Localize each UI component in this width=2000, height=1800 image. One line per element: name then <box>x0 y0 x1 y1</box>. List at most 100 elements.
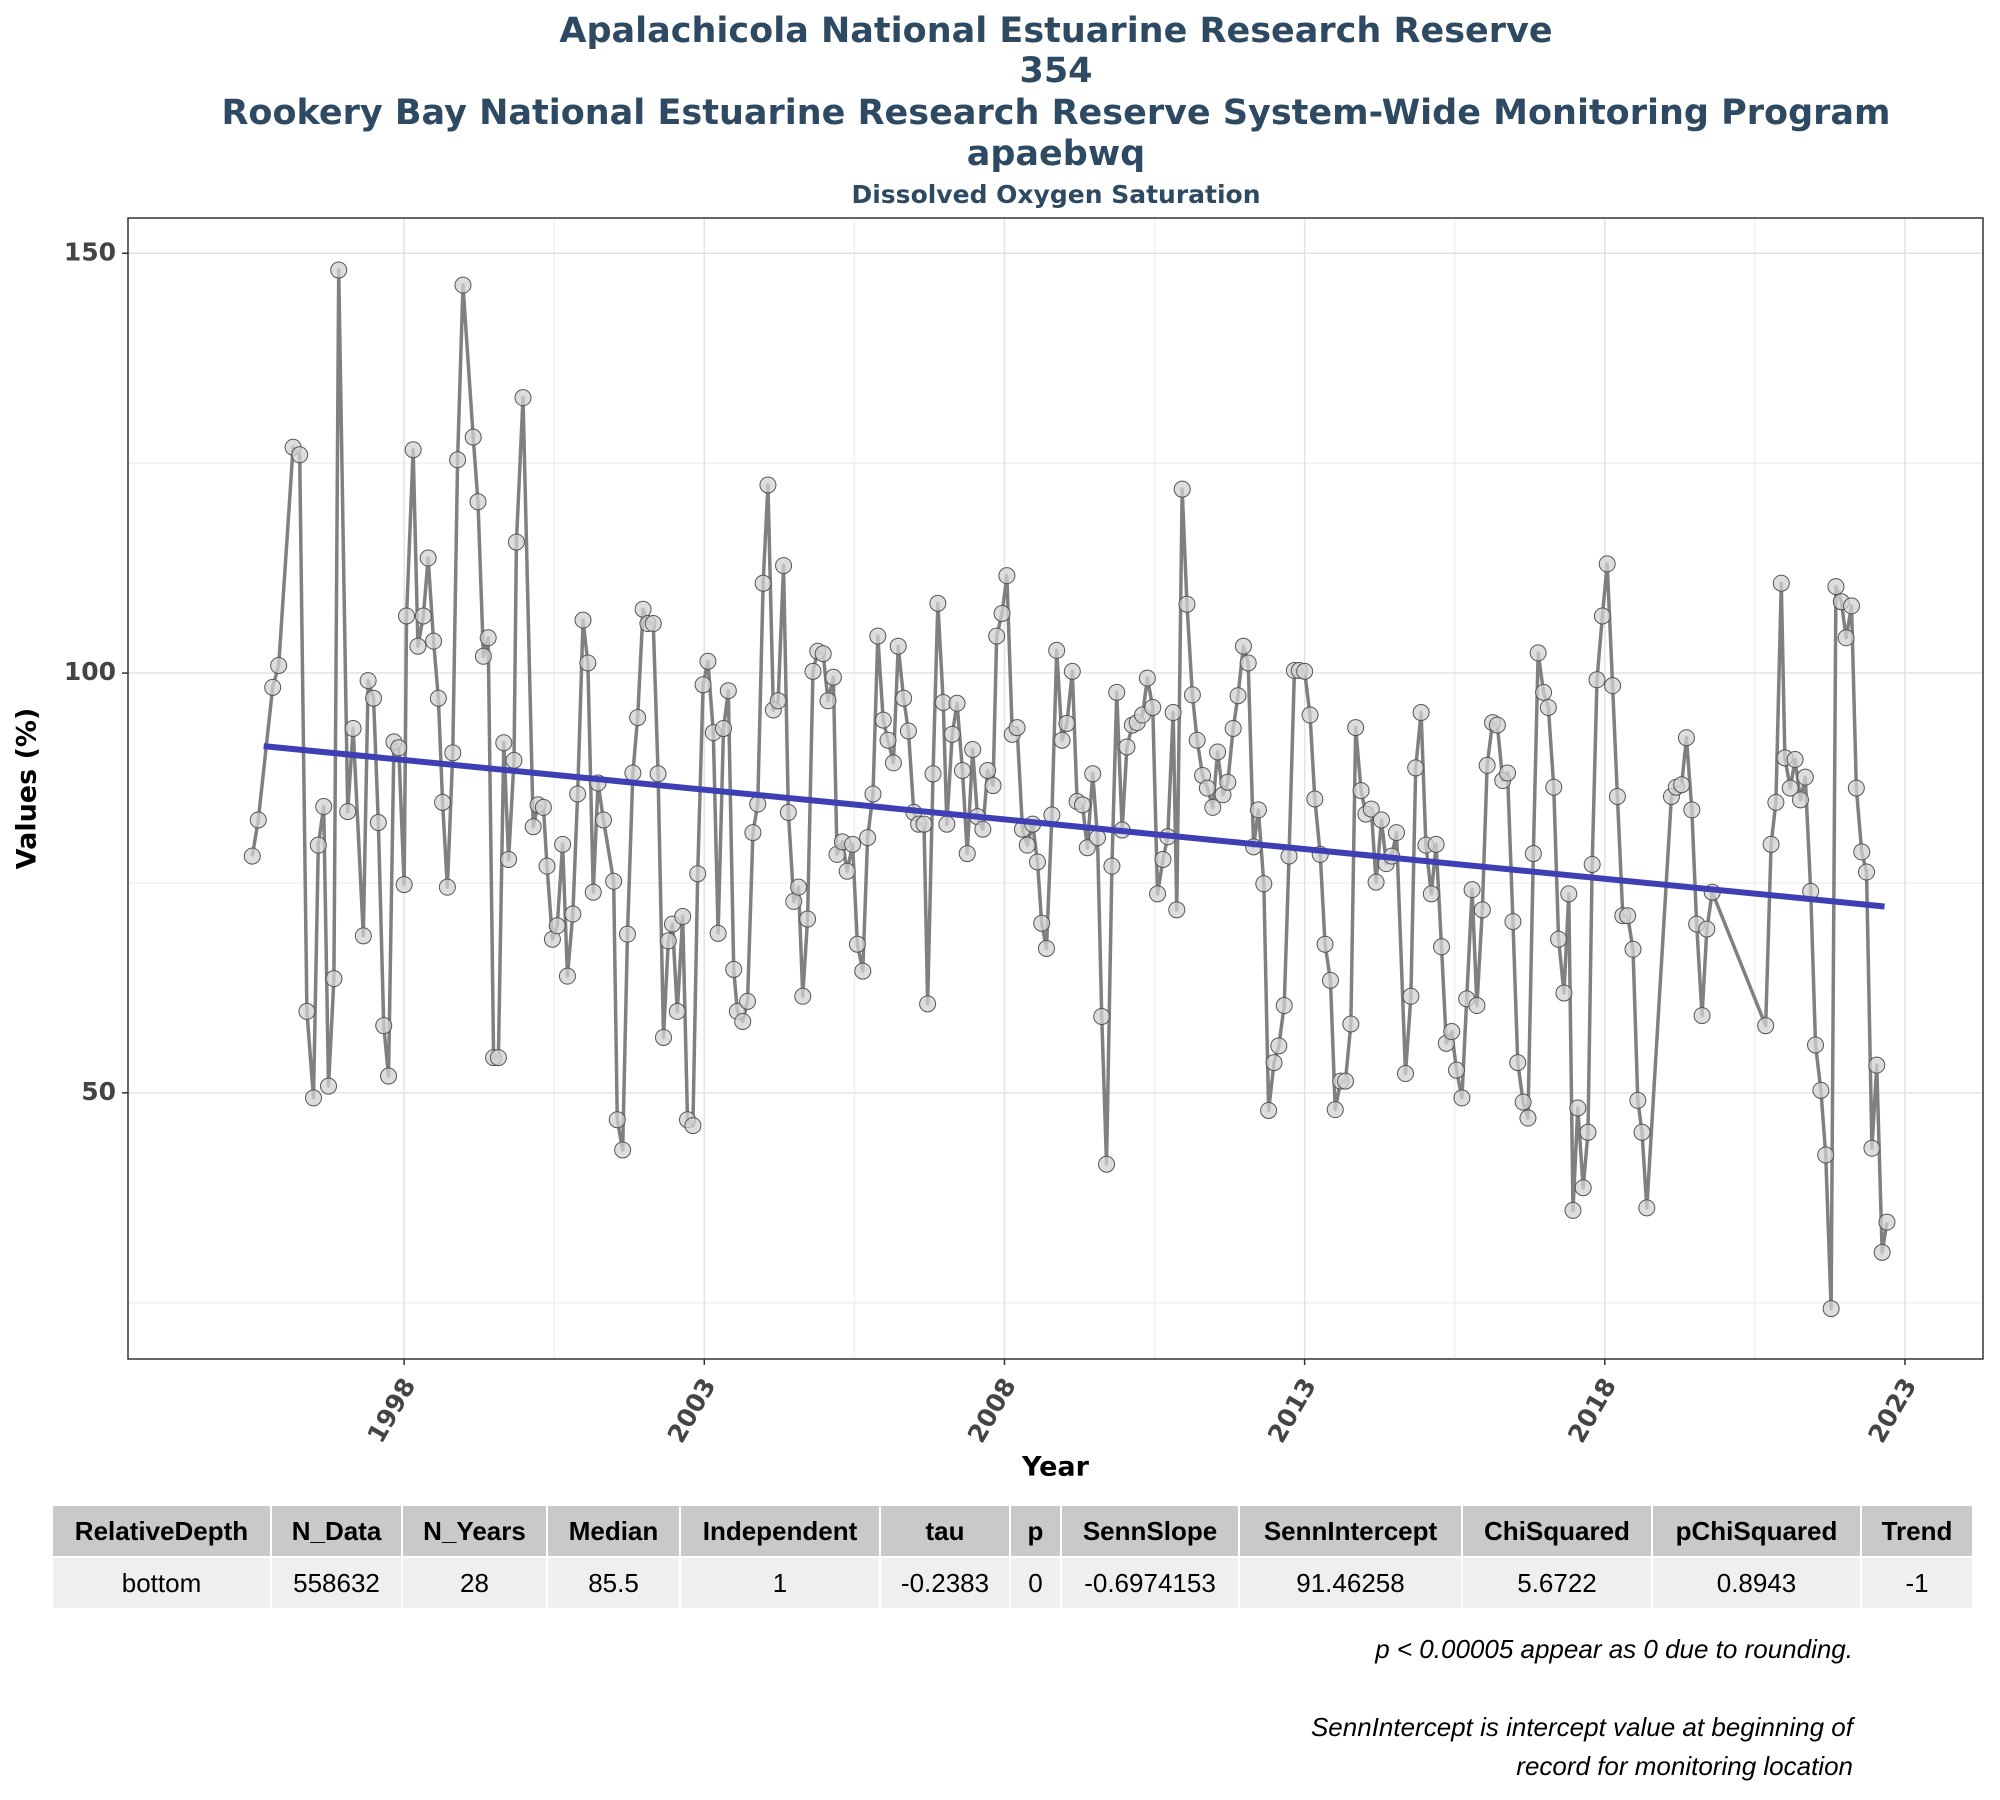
data-point <box>785 892 803 910</box>
column-header: N_Years <box>401 1504 548 1558</box>
data-point <box>1326 1101 1344 1119</box>
data-point <box>859 829 877 847</box>
chart-subtitle: Dissolved Oxygen Saturation <box>851 180 1260 209</box>
data-point <box>924 765 942 783</box>
data-point <box>1873 1243 1891 1261</box>
data-point <box>1103 857 1121 875</box>
data-point <box>848 935 866 953</box>
trend-line <box>263 743 1885 910</box>
data-point <box>715 719 733 737</box>
data-point <box>1564 1201 1582 1219</box>
data-point <box>1352 782 1370 800</box>
table-cell: -1 <box>1860 1556 1974 1610</box>
data-point <box>354 927 372 945</box>
data-point <box>1275 997 1293 1015</box>
data-point <box>425 632 443 650</box>
data-point <box>719 682 737 700</box>
data-point <box>594 811 612 829</box>
column-header: RelativeDepth <box>51 1504 272 1558</box>
data-point <box>1362 800 1380 818</box>
data-point <box>725 960 743 978</box>
data-point <box>1058 714 1076 732</box>
data-point <box>548 917 566 935</box>
data-point <box>1219 773 1237 791</box>
data-point <box>654 1028 672 1046</box>
data-point <box>689 865 707 883</box>
data-point <box>264 678 282 696</box>
y-tick-label: 100 <box>64 657 116 686</box>
data-point <box>1463 881 1481 899</box>
x-axis-label: Year <box>1021 1452 1090 1481</box>
data-point <box>734 1012 752 1030</box>
data-point <box>958 845 976 863</box>
data-point <box>814 645 832 663</box>
x-tick-label: 1998 <box>361 1373 421 1448</box>
data-point <box>864 785 882 803</box>
data-point <box>804 662 822 680</box>
data-point <box>1433 938 1451 956</box>
data-point <box>243 847 261 865</box>
data-point <box>369 814 387 832</box>
data-point <box>584 883 602 901</box>
table-row: bottom 558632 28 85.5 1 -0.2383 0 -0.6974153 91.… <box>51 1556 1974 1610</box>
data-point <box>1677 729 1695 747</box>
data-point <box>1037 939 1055 957</box>
data-point <box>375 1017 393 1035</box>
table-cell: 91.46258 <box>1238 1556 1463 1610</box>
data-point <box>889 637 907 655</box>
data-point <box>1524 845 1542 863</box>
data-point <box>569 785 587 803</box>
column-header: pChiSquared <box>1651 1504 1862 1558</box>
data-point <box>270 657 288 675</box>
data-point <box>1473 901 1491 919</box>
column-header: N_Data <box>270 1504 403 1558</box>
data-point <box>1453 1089 1471 1107</box>
data-point <box>998 567 1016 585</box>
data-point <box>1209 743 1227 761</box>
x-tick-label: 2008 <box>962 1373 1022 1448</box>
data-point <box>739 992 757 1010</box>
data-point <box>1762 835 1780 853</box>
data-point <box>1807 1036 1825 1054</box>
data-point <box>1372 811 1390 829</box>
data-point <box>1412 704 1430 722</box>
data-point <box>1074 796 1092 814</box>
data-point <box>1499 764 1517 782</box>
data-point <box>1624 940 1642 958</box>
column-header: SennSlope <box>1060 1504 1240 1558</box>
table-cell: 5.6722 <box>1461 1556 1653 1610</box>
data-point <box>1098 1155 1116 1173</box>
data-point <box>1239 654 1257 672</box>
data-point <box>799 910 817 928</box>
data-point <box>538 857 556 875</box>
column-header: SennIntercept <box>1238 1504 1463 1558</box>
data-point <box>929 594 947 612</box>
data-point <box>291 446 309 464</box>
data-point <box>1545 778 1563 796</box>
data-point <box>1488 716 1506 734</box>
data-point <box>964 740 982 758</box>
data-point <box>500 850 518 868</box>
data-point <box>554 835 572 853</box>
data-point <box>1154 850 1172 868</box>
data-point <box>1598 555 1616 573</box>
column-header: Independent <box>679 1504 881 1558</box>
y-axis-label: Values (%) <box>12 708 43 870</box>
column-header: ChiSquared <box>1461 1504 1653 1558</box>
data-point <box>854 962 872 980</box>
data-point <box>579 654 597 672</box>
data-point <box>1033 914 1051 932</box>
data-point <box>1448 1061 1466 1079</box>
data-point <box>489 1049 507 1067</box>
data-point <box>1336 1072 1354 1090</box>
data-point <box>1593 607 1611 625</box>
y-tick-label: 50 <box>81 1077 116 1106</box>
data-point <box>1560 885 1578 903</box>
data-point <box>1387 824 1405 842</box>
table-cell: -0.6974153 <box>1060 1556 1240 1610</box>
data-line <box>250 268 1889 1311</box>
column-header: Median <box>546 1504 681 1558</box>
data-point <box>1402 987 1420 1005</box>
data-point <box>1427 835 1445 853</box>
data-point <box>1234 637 1252 655</box>
